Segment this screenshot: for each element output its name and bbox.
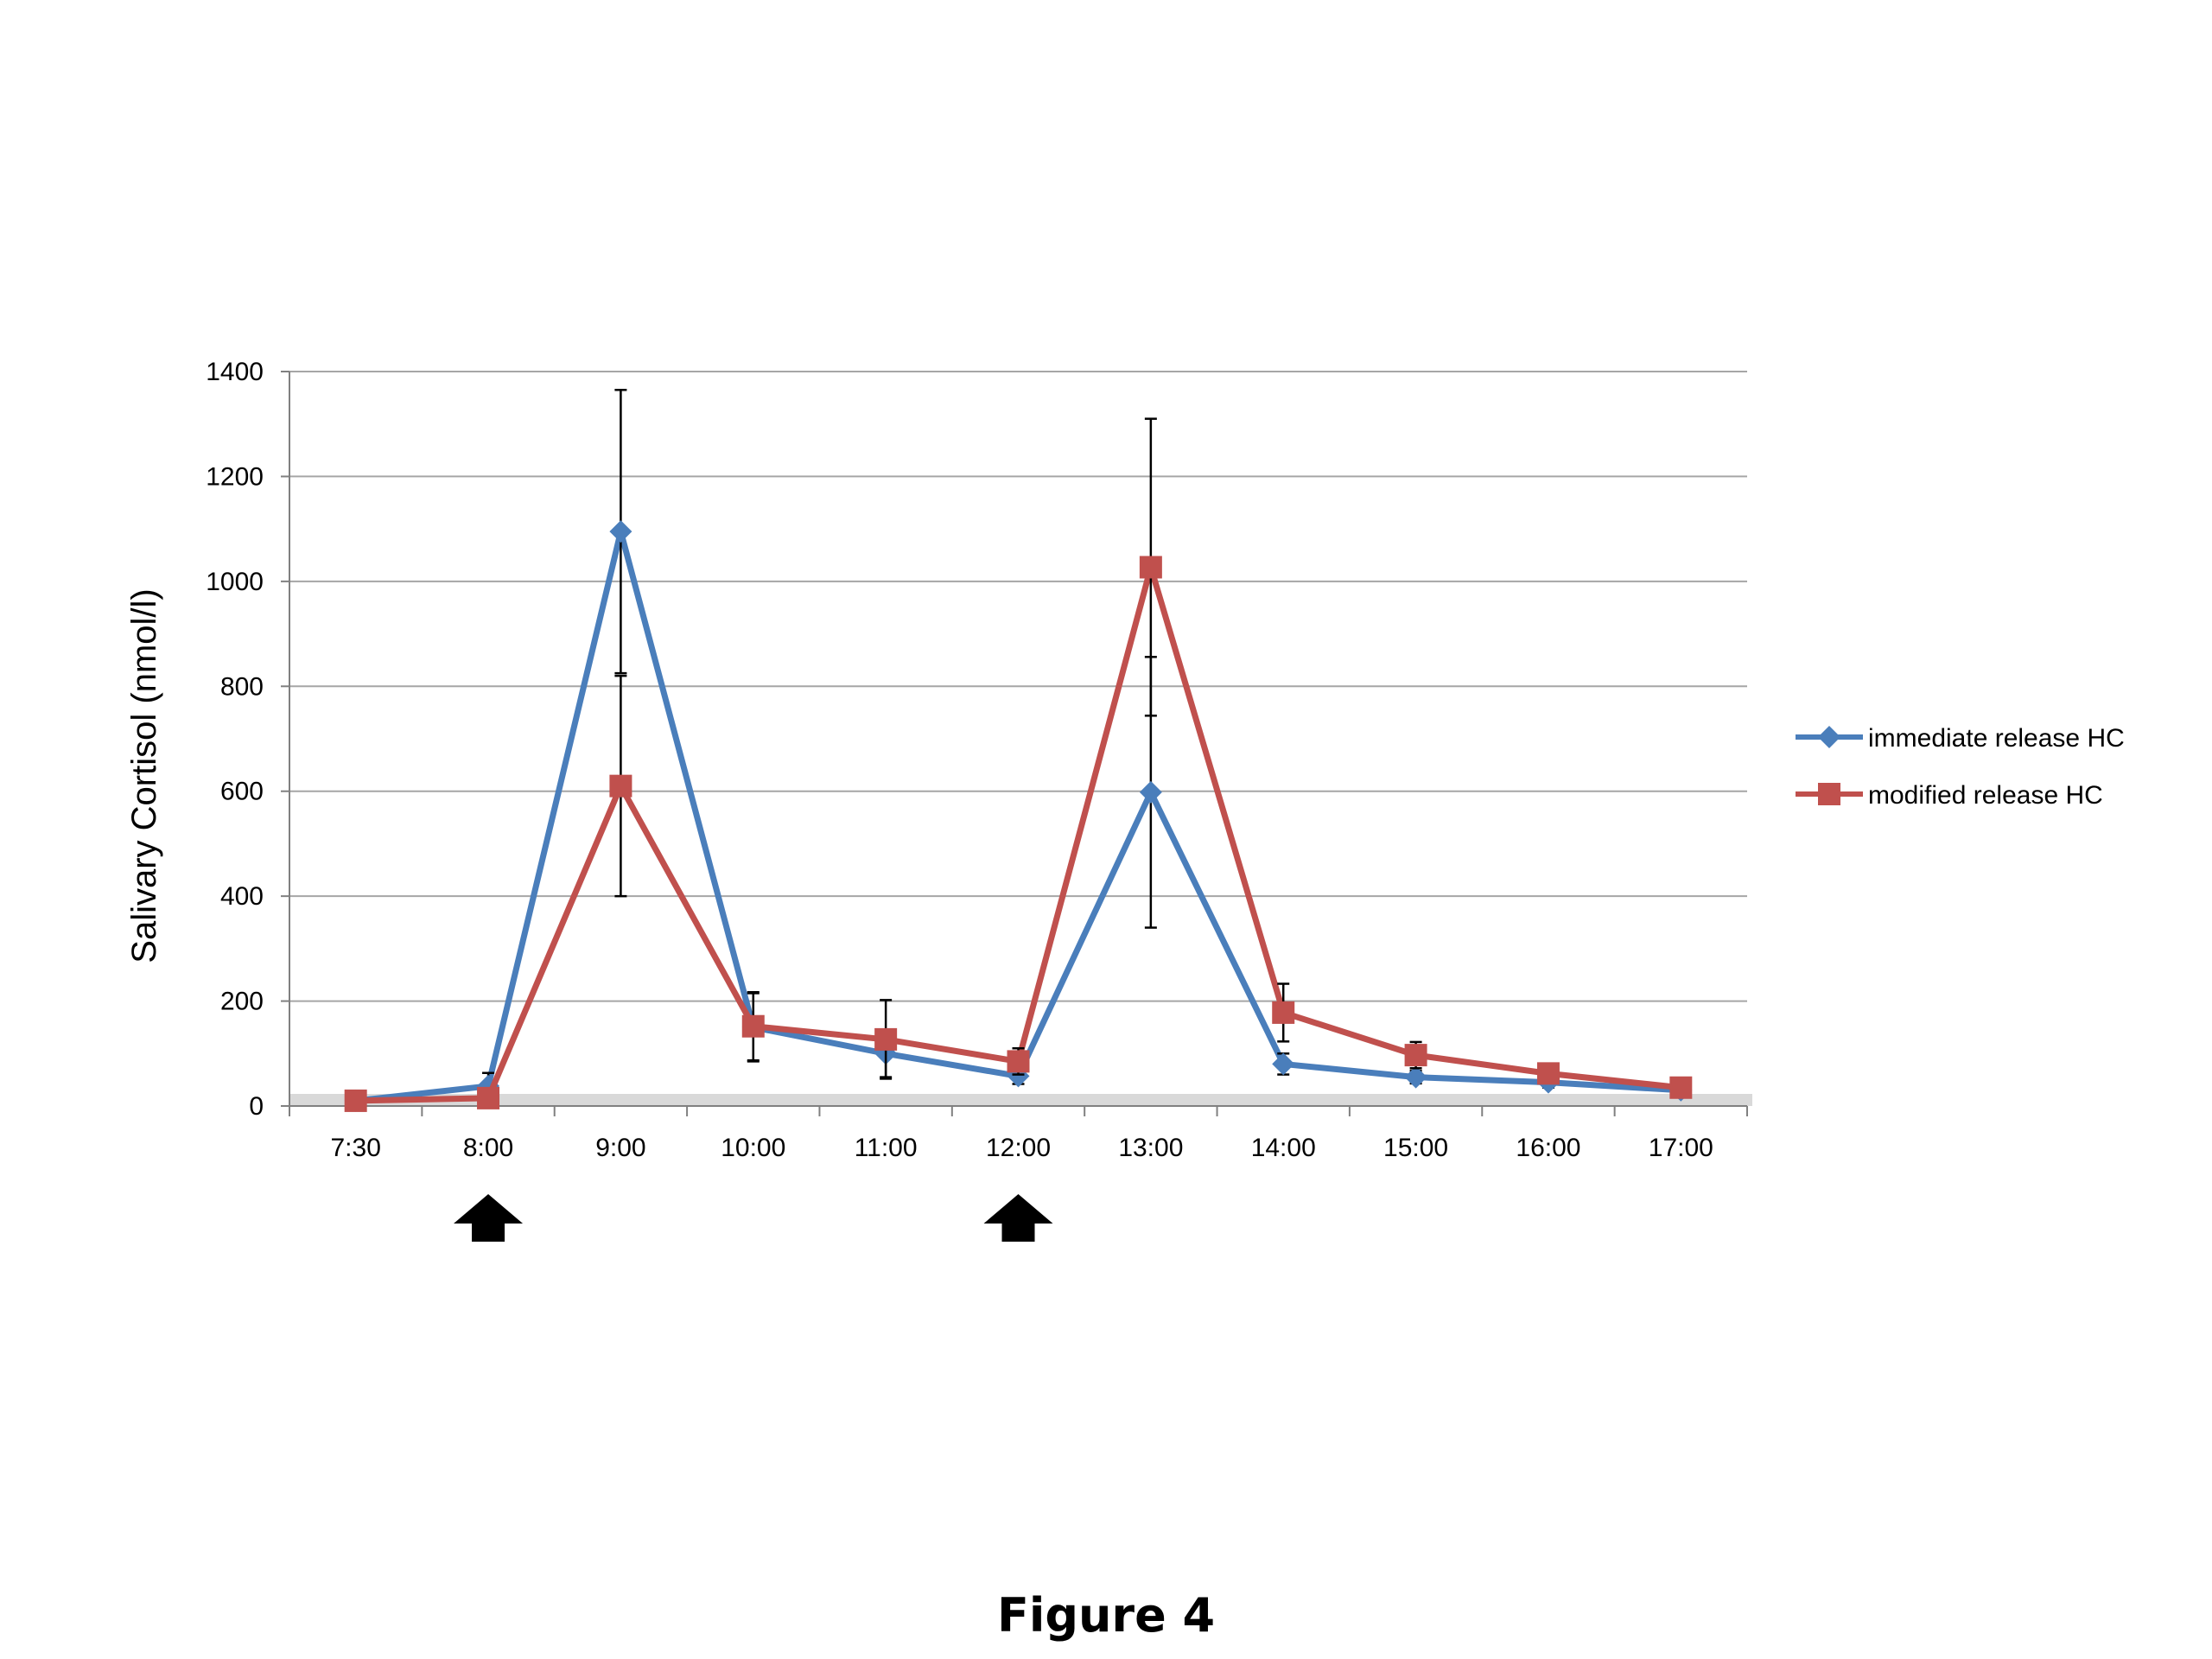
y-tick-label: 1000 xyxy=(206,568,264,596)
series-2 xyxy=(344,417,1693,1112)
series-layer xyxy=(344,389,1693,1112)
x-tick-label: 7:30 xyxy=(330,1134,380,1162)
data-point xyxy=(874,1027,898,1051)
up-arrow-icon xyxy=(454,1194,524,1242)
y-tick-label: 1400 xyxy=(206,358,264,386)
x-tick-label: 8:00 xyxy=(463,1134,513,1162)
data-point xyxy=(1669,1076,1693,1099)
x-tick-label: 10:00 xyxy=(721,1134,785,1162)
data-point xyxy=(1404,1065,1427,1089)
up-arrow-icon xyxy=(983,1194,1053,1242)
series-line xyxy=(355,563,1681,1104)
baseline-band xyxy=(289,1094,1752,1106)
y-tick-label: 200 xyxy=(220,988,264,1016)
series-line xyxy=(355,528,1681,1104)
y-tick-label: 800 xyxy=(220,672,264,701)
annotations xyxy=(454,1194,1053,1242)
series-1 xyxy=(344,389,1693,1112)
x-tick-label: 15:00 xyxy=(1383,1134,1448,1162)
x-tick-label: 9:00 xyxy=(595,1134,645,1162)
x-tick-label: 11:00 xyxy=(855,1134,918,1162)
data-point xyxy=(609,774,632,798)
x-tick-label: 14:00 xyxy=(1251,1134,1316,1162)
x-tick-label: 12:00 xyxy=(986,1134,1051,1162)
data-point xyxy=(1007,1050,1030,1073)
x-tick-label: 16:00 xyxy=(1516,1134,1580,1162)
data-point xyxy=(344,1089,367,1112)
data-point xyxy=(741,1014,765,1038)
legend-item: modified release HC xyxy=(1796,781,2103,810)
data-point xyxy=(1139,556,1162,579)
data-point xyxy=(1404,1044,1427,1067)
figure-caption: Figure 4 xyxy=(996,1588,1216,1643)
grid-lines xyxy=(289,371,1752,1106)
x-tick-label: 17:00 xyxy=(1649,1134,1713,1162)
legend-label: modified release HC xyxy=(1868,781,2103,810)
y-tick-label: 0 xyxy=(249,1092,264,1121)
y-tick-label: 600 xyxy=(220,778,264,806)
legend-diamond-marker xyxy=(1818,726,1840,748)
y-tick-label: 1200 xyxy=(206,462,264,491)
legend-square-marker xyxy=(1818,783,1840,805)
y-axis-title: Salivary Cortisol (nmol/l) xyxy=(125,588,163,963)
data-point xyxy=(1272,1052,1295,1076)
y-tick-label: 400 xyxy=(220,882,264,911)
data-point xyxy=(1272,1001,1295,1024)
x-tick-label: 13:00 xyxy=(1118,1134,1183,1162)
data-point xyxy=(609,520,632,543)
tick-labels: 0 200 400 600 800 1000 1200 1400 7:30 8:00 9:00 10:… xyxy=(206,358,1713,1162)
legend-label: immediate release HC xyxy=(1868,724,2125,753)
data-point xyxy=(477,1086,500,1109)
data-point xyxy=(1139,780,1162,804)
legend: immediate release HC modified release HC xyxy=(1796,724,2125,810)
axes xyxy=(281,371,1748,1116)
data-point xyxy=(1536,1062,1560,1085)
legend-item: immediate release HC xyxy=(1796,724,2125,753)
